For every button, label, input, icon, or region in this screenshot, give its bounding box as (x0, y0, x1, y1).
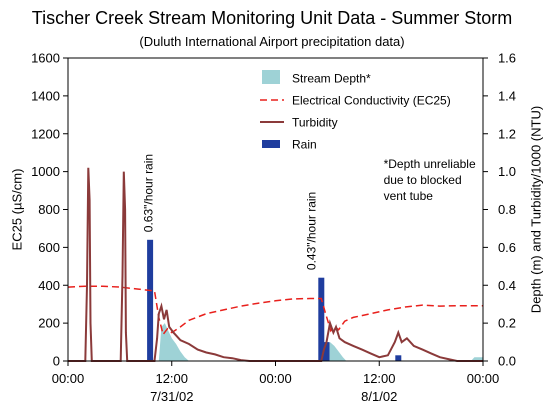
turbidity-line (68, 167, 483, 362)
left-tick-label: 600 (38, 240, 60, 255)
left-tick-label: 1000 (31, 164, 60, 179)
right-tick-label: 0.4 (498, 278, 516, 293)
right-tick-label: 1.4 (498, 88, 516, 103)
left-tick-label: 1200 (31, 126, 60, 141)
left-tick-label: 1600 (31, 51, 60, 66)
plot-area (67, 167, 483, 362)
right-tick-label: 1.6 (498, 51, 516, 66)
left-axis: 0 200 400 600 800 1000 1200 1400 1600 (31, 51, 68, 369)
y-axis-label-left: EC25 (µS/cm) (10, 169, 25, 251)
left-tick-label: 800 (38, 202, 60, 217)
x-date-label: 8/1/02 (361, 389, 397, 404)
right-tick-label: 0.0 (498, 354, 516, 369)
right-axis: 0.0 0.2 0.4 0.6 0.8 1.0 1.2 1.4 1.6 (483, 51, 516, 369)
x-date-label: 7/31/02 (150, 389, 193, 404)
rain-bar-3 (395, 355, 402, 361)
legend-swatch-rain (262, 140, 280, 148)
chart-subtitle: (Duluth International Airport precipitat… (139, 34, 404, 49)
left-tick-label: 1400 (31, 88, 60, 103)
legend-label: Electrical Conductivity (EC25) (292, 94, 451, 108)
depth-note-line: due to blocked (384, 173, 462, 187)
left-tick-label: 400 (38, 278, 60, 293)
legend-swatch-depth (262, 70, 280, 84)
right-tick-label: 1.0 (498, 164, 516, 179)
x-tick-label: 12:00 (155, 371, 188, 386)
x-tick-label: 00:00 (259, 371, 292, 386)
right-tick-label: 1.2 (498, 126, 516, 141)
stream-depth-area-0 (158, 323, 190, 361)
annotations: 0.63"/hour rain 0.43"/hour rain *Depth unr… (142, 154, 476, 270)
y-axis-label-right: Depth (m) and Turbidity/1000 (NTU) (529, 106, 544, 313)
ec25-line (67, 285, 483, 337)
stream-depth-area-2 (323, 342, 347, 361)
legend: Stream Depth* Electrical Conductivity (EC… (260, 70, 451, 152)
rain-bar-0 (147, 239, 154, 361)
left-tick-label: 0 (53, 354, 60, 369)
x-tick-label: 00:00 (52, 371, 85, 386)
right-tick-label: 0.2 (498, 316, 516, 331)
depth-note-line: vent tube (384, 189, 434, 203)
left-tick-label: 200 (38, 316, 60, 331)
x-tick-label: 00:00 (467, 371, 500, 386)
rain-annotation: 0.43"/hour rain (304, 192, 318, 270)
legend-label: Rain (292, 138, 317, 152)
depth-note-line: *Depth unreliable (384, 157, 476, 171)
rain-bar-1 (318, 277, 325, 361)
legend-label: Turbidity (292, 116, 338, 130)
x-axis: 00:00 12:00 00:00 12:00 00:00 7/31/02 8/1/02 (52, 361, 500, 404)
x-tick-label: 12:00 (363, 371, 396, 386)
chart-title: Tischer Creek Stream Monitoring Unit Dat… (32, 8, 512, 28)
legend-label: Stream Depth* (292, 72, 371, 86)
right-tick-label: 0.8 (498, 202, 516, 217)
rain-annotation: 0.63"/hour rain (142, 154, 156, 232)
right-tick-label: 0.6 (498, 240, 516, 255)
rain-bar-2 (323, 342, 330, 361)
